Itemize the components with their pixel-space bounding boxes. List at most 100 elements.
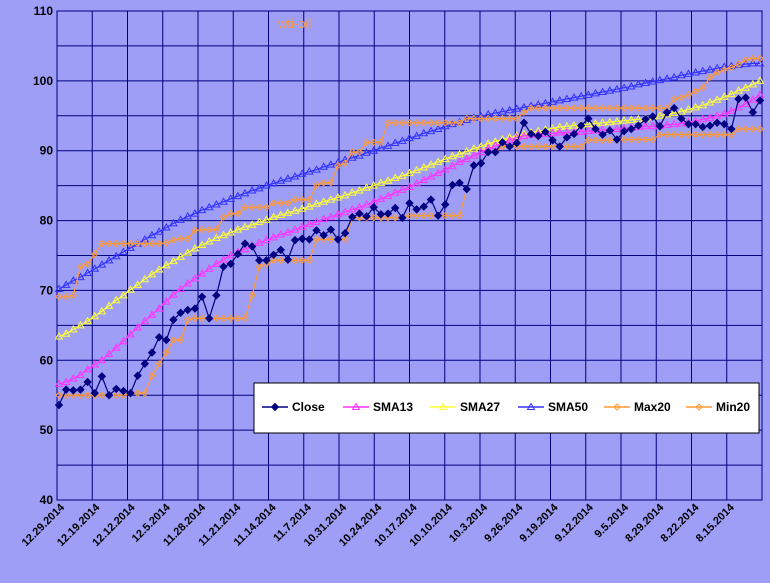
- point-sma27: [283, 208, 293, 216]
- point-sma13: [326, 212, 336, 221]
- point-sma50: [748, 58, 758, 67]
- point-close: [319, 231, 328, 240]
- point-close: [183, 305, 192, 315]
- point-max20: [477, 114, 485, 123]
- point-max20: [284, 199, 292, 207]
- legend-label: SMA13: [373, 400, 413, 414]
- point-sma50: [304, 167, 314, 175]
- point-sma50: [154, 227, 164, 235]
- point-max20: [434, 119, 442, 127]
- point-sma50: [226, 194, 236, 202]
- point-close: [112, 384, 121, 394]
- point-sma27: [727, 89, 736, 98]
- point-sma50: [211, 200, 221, 208]
- point-sma27: [297, 204, 307, 212]
- point-close: [627, 124, 636, 134]
- point-sma50: [712, 63, 722, 72]
- point-min20: [255, 262, 263, 271]
- point-min20: [720, 130, 728, 139]
- point-close: [405, 198, 414, 208]
- point-max20: [305, 195, 314, 204]
- point-close: [119, 386, 128, 396]
- point-sma27: [90, 311, 100, 320]
- point-sma50: [598, 87, 608, 96]
- point-sma50: [269, 179, 278, 187]
- point-max20: [749, 54, 757, 63]
- point-min20: [262, 260, 271, 268]
- point-sma27: [254, 217, 264, 225]
- point-max20: [734, 60, 743, 68]
- point-close: [412, 205, 421, 214]
- point-sma27: [362, 183, 371, 191]
- point-sma27: [719, 92, 729, 100]
- point-close: [390, 203, 400, 213]
- point-sma27: [219, 230, 228, 239]
- point-min20: [563, 142, 571, 151]
- y-tick-label: 70: [40, 283, 54, 297]
- point-sma27: [684, 105, 693, 113]
- point-sma13: [727, 106, 736, 114]
- point-min20: [541, 142, 550, 151]
- point-sma13: [333, 209, 343, 218]
- y-tick-label: 60: [40, 353, 54, 367]
- point-max20: [241, 203, 249, 212]
- point-sma50: [319, 162, 329, 170]
- legend-item-sma50: SMA50: [518, 400, 588, 414]
- point-max20: [591, 104, 600, 112]
- point-sma13: [262, 235, 271, 244]
- point-sma13: [412, 179, 422, 187]
- point-sma13: [383, 191, 393, 200]
- point-min20: [606, 136, 614, 144]
- point-max20: [498, 114, 507, 123]
- point-max20: [334, 161, 342, 170]
- point-sma50: [262, 181, 271, 189]
- point-sma27: [347, 188, 357, 196]
- point-sma50: [562, 94, 572, 103]
- point-sma50: [161, 223, 171, 231]
- point-max20: [191, 226, 199, 235]
- point-max20: [463, 114, 471, 123]
- point-close: [433, 211, 443, 220]
- point-sma50: [669, 72, 679, 81]
- point-sma27: [147, 269, 157, 278]
- point-close: [441, 200, 450, 209]
- point-max20: [133, 239, 142, 248]
- point-sma27: [233, 225, 243, 233]
- point-sma50: [440, 121, 450, 130]
- point-sma50: [397, 136, 407, 144]
- point-sma13: [433, 168, 443, 177]
- point-min20: [269, 256, 278, 265]
- point-max20: [91, 250, 99, 258]
- point-sma27: [605, 117, 615, 126]
- point-sma13: [340, 207, 350, 216]
- point-sma13: [555, 128, 565, 136]
- point-sma27: [76, 320, 85, 329]
- point-min20: [212, 314, 221, 323]
- x-tick-label: 8.15.2014: [694, 501, 738, 545]
- point-min20: [83, 391, 92, 399]
- point-sma13: [462, 154, 472, 163]
- point-sma13: [312, 217, 321, 225]
- point-min20: [155, 360, 163, 368]
- point-sma13: [426, 172, 436, 180]
- legend-item-sma13: SMA13: [343, 400, 413, 414]
- point-min20: [141, 389, 149, 397]
- point-close: [555, 142, 564, 151]
- point-min20: [341, 235, 349, 244]
- point-max20: [634, 104, 643, 112]
- point-max20: [198, 225, 206, 234]
- point-sma13: [104, 349, 114, 357]
- point-close: [662, 108, 672, 117]
- point-sma50: [119, 247, 128, 256]
- point-sma27: [104, 301, 114, 309]
- point-max20: [556, 104, 564, 112]
- point-max20: [341, 159, 349, 167]
- point-sma13: [705, 113, 715, 121]
- point-max20: [277, 199, 285, 207]
- series-max20: [55, 54, 764, 301]
- point-sma13: [111, 343, 121, 351]
- point-sma50: [176, 215, 185, 223]
- point-max20: [312, 181, 321, 189]
- point-sma13: [469, 151, 479, 159]
